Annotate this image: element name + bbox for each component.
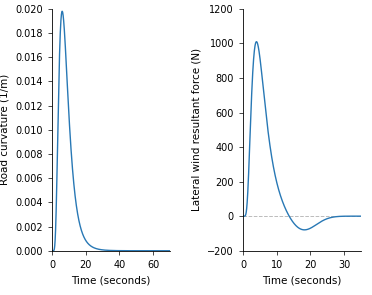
Y-axis label: Lateral wind resultant force (N): Lateral wind resultant force (N) [192, 48, 202, 211]
Y-axis label: Road curvature (1/m): Road curvature (1/m) [0, 74, 10, 186]
X-axis label: Time (seconds): Time (seconds) [71, 275, 151, 285]
X-axis label: Time (seconds): Time (seconds) [262, 275, 341, 285]
